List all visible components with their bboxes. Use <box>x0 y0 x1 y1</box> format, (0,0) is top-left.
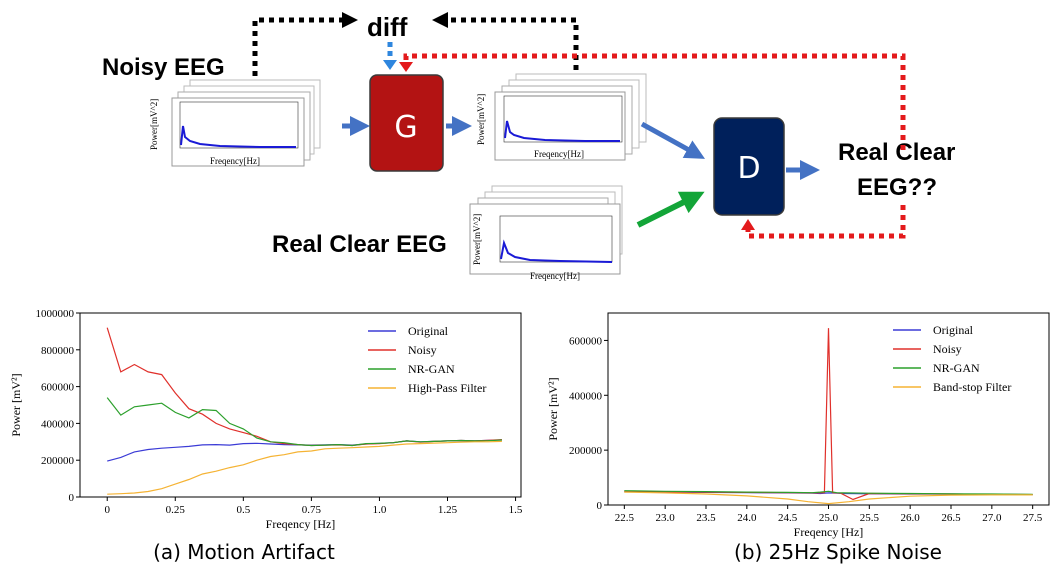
legend-entry: Band-stop Filter <box>933 380 1011 394</box>
legend-entry: NR-GAN <box>933 361 980 375</box>
gan-diagram: diff Noisy EEG Real Clear EEG Real Clear… <box>102 12 955 281</box>
diff-label: diff <box>367 12 408 42</box>
legend-entry: Original <box>933 323 974 337</box>
chart-spike-noise: 0 200000 400000 600000 22.5 23.0 23.5 24.0 24.5 2… <box>546 312 1050 564</box>
legend-entry: High-Pass Filter <box>408 381 486 395</box>
y-axis-label: Power [mV²] <box>9 373 23 436</box>
x-axis-label: Freqency [Hz] <box>794 525 864 539</box>
x-tick-label: 25.5 <box>860 512 880 524</box>
generated-spectrum-thumbnail: Freqency[Hz] Power[mV^2] <box>476 73 647 161</box>
legend-entry: Noisy <box>933 342 962 356</box>
diff-arrow-left <box>252 12 358 76</box>
real-clear-eeg-label: Real Clear EEG <box>272 231 447 258</box>
noisy-thumb-ylabel: Power[mV^2] <box>149 99 159 150</box>
question-label-line2: EEG?? <box>857 174 937 201</box>
feedback-arrow-bottom <box>741 205 906 239</box>
x-tick-label: 0 <box>104 504 110 516</box>
x-tick-label: 0.75 <box>302 504 322 516</box>
x-tick-label: 25.0 <box>819 512 839 524</box>
x-tick-label: 24.0 <box>737 512 757 524</box>
question-label-line1: Real Clear <box>838 139 955 166</box>
x-tick-label: 26.0 <box>901 512 921 524</box>
y-tick-label: 200000 <box>569 445 603 457</box>
x-tick-label: 27.5 <box>1023 512 1043 524</box>
generated-to-discriminator-arrow <box>640 121 705 159</box>
x-tick-label: 1.0 <box>373 504 387 516</box>
generated-thumb-xlabel: Freqency[Hz] <box>534 149 584 159</box>
legend-entry: Original <box>408 324 449 338</box>
noisy-thumb-xlabel: Freqency[Hz] <box>210 156 260 166</box>
series-line-nr-gan <box>106 397 502 447</box>
real-spectrum-thumbnail: Freqency[Hz] Power[mV^2] <box>469 185 623 281</box>
real-thumb-ylabel: Power[mV^2] <box>472 214 482 265</box>
legend-entry: Noisy <box>408 343 437 357</box>
x-tick-label: 27.0 <box>982 512 1002 524</box>
x-tick-label: 24.5 <box>778 512 798 524</box>
series-line-high-pass-filter <box>107 440 502 495</box>
discriminator-block: D <box>713 117 785 216</box>
y-tick-label: 0 <box>597 500 603 512</box>
diff-arrow-right <box>432 12 579 70</box>
x-tick-label: 23.0 <box>656 512 676 524</box>
chart-caption: (b) 25Hz Spike Noise <box>734 540 942 564</box>
feedback-arrow-top <box>399 53 906 150</box>
diff-to-generator-arrow <box>383 42 397 70</box>
x-tick-label: 22.5 <box>615 512 635 524</box>
chart-motion-artifact: 0 200000 400000 600000 800000 1000000 0 0.25 0.5… <box>9 308 523 564</box>
series-line-nr-gan <box>624 490 1033 495</box>
chart-caption: (a) Motion Artifact <box>153 540 335 564</box>
real-to-discriminator-arrow <box>636 191 705 228</box>
generator-label: G <box>394 110 417 145</box>
y-tick-label: 600000 <box>41 382 75 394</box>
x-tick-label: 23.5 <box>696 512 716 524</box>
y-tick-label: 1000000 <box>36 308 75 320</box>
x-tick-label: 1.25 <box>438 504 458 516</box>
y-tick-label: 200000 <box>41 455 75 467</box>
y-axis-label: Power [mV²] <box>546 377 560 440</box>
y-tick-label: 400000 <box>41 418 75 430</box>
generated-thumb-ylabel: Power[mV^2] <box>476 94 486 145</box>
series-line-band-stop-filter <box>624 491 1033 505</box>
y-tick-label: 800000 <box>41 345 75 357</box>
discriminator-label: D <box>737 151 760 186</box>
x-axis-label: Freqency [Hz] <box>266 517 336 531</box>
x-tick-label: 26.5 <box>941 512 961 524</box>
y-tick-label: 0 <box>69 492 75 504</box>
generator-block: G <box>369 74 444 172</box>
x-tick-label: 0.25 <box>166 504 186 516</box>
x-tick-label: 0.5 <box>236 504 250 516</box>
x-tick-label: 1.5 <box>509 504 523 516</box>
plot-frame <box>79 312 522 498</box>
real-thumb-xlabel: Freqency[Hz] <box>530 271 580 281</box>
noisy-spectrum-thumbnail: Freqency[Hz] Power[mV^2] <box>149 79 321 167</box>
y-tick-label: 600000 <box>569 335 603 347</box>
legend-entry: NR-GAN <box>408 362 455 376</box>
noisy-eeg-label: Noisy EEG <box>102 54 225 81</box>
y-tick-label: 400000 <box>569 390 603 402</box>
